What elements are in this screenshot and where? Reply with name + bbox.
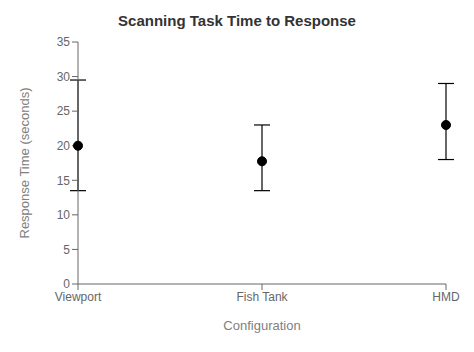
html-text:Scanning Task Time to Response: Scanning Task Time to Response bbox=[118, 12, 356, 29]
svg-text:25: 25 bbox=[57, 104, 71, 118]
svg-text:15: 15 bbox=[57, 174, 71, 188]
svg-text:Configuration: Configuration bbox=[223, 318, 300, 333]
svg-text:0: 0 bbox=[63, 277, 70, 291]
svg-text:Viewport: Viewport bbox=[55, 290, 102, 304]
svg-text:Response Time (seconds): Response Time (seconds) bbox=[17, 87, 32, 238]
svg-text:5: 5 bbox=[63, 243, 70, 257]
svg-text:HMD: HMD bbox=[432, 290, 460, 304]
svg-text:Fish Tank: Fish Tank bbox=[236, 290, 288, 304]
svg-text:30: 30 bbox=[57, 70, 71, 84]
svg-text:20: 20 bbox=[57, 139, 71, 153]
svg-text:10: 10 bbox=[57, 208, 71, 222]
svg-text:35: 35 bbox=[57, 35, 71, 49]
